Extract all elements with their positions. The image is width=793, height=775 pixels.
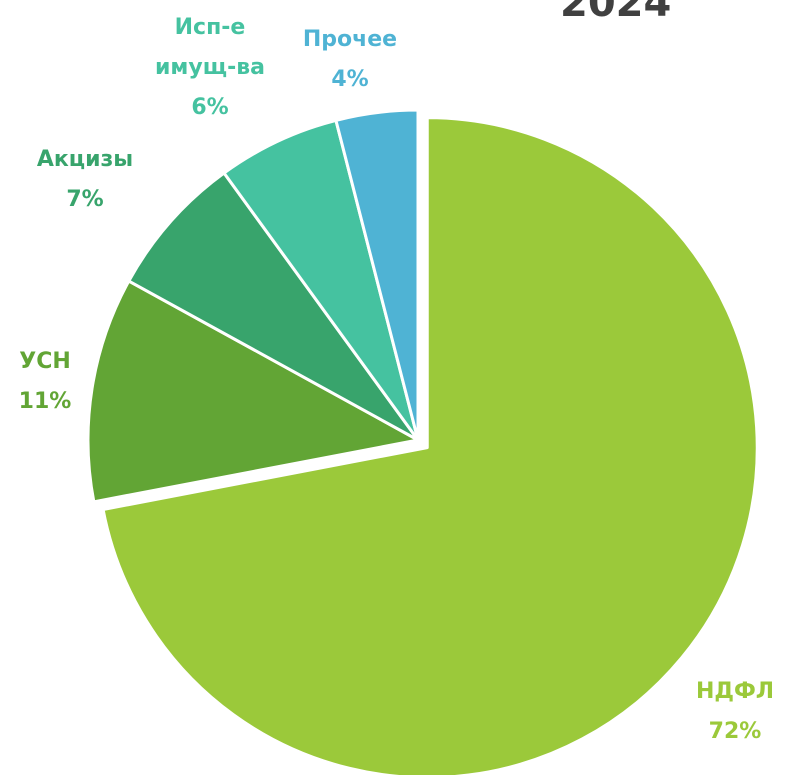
pie-slice: [222, 118, 420, 442]
slice-value: 7%: [66, 187, 104, 212]
slice-value: 6%: [191, 95, 229, 120]
slice-name: Прочее: [302, 27, 398, 52]
pie-slice: [127, 171, 420, 442]
slice-value: 11%: [18, 389, 72, 414]
slice-label: Исп-е имущ-ва 6%: [150, 8, 270, 128]
pie-slice: [334, 108, 420, 442]
slice-value: 4%: [331, 67, 369, 92]
slice-name: УСН: [19, 349, 71, 374]
slice-name: НДФЛ: [695, 679, 775, 704]
slice-name: Акцизы: [36, 147, 134, 172]
slice-label: Прочее 4%: [290, 20, 410, 100]
slice-label: УСН 11%: [0, 342, 105, 422]
slice-label: НДФЛ 72%: [675, 672, 793, 752]
pie-slice: [101, 116, 759, 775]
slice-label: Акцизы 7%: [25, 140, 145, 220]
slice-name: Исп-е имущ-ва: [155, 15, 265, 80]
chart-title: 2024: [560, 0, 672, 26]
slice-value: 72%: [708, 719, 762, 744]
pie-slice: [86, 279, 420, 504]
